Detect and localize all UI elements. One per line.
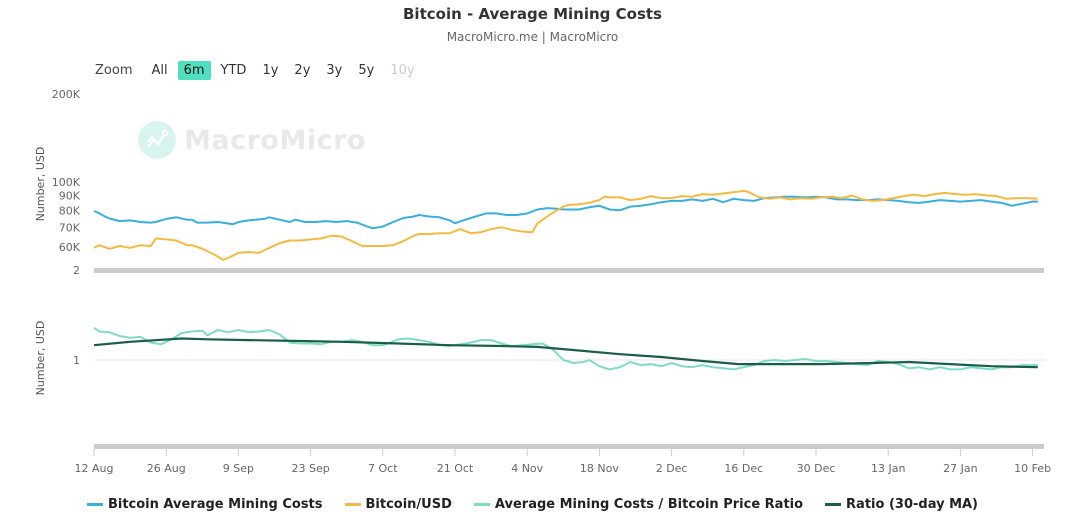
macromicro-logo-icon [138, 121, 176, 159]
x-tick-label: 13 Jan [871, 462, 905, 475]
y-tick-label: 60K [59, 241, 81, 254]
x-tick-label: 4 Nov [511, 462, 543, 475]
range-selector: Zoom All 6m YTD 1y 2y 3y 5y 10y [95, 59, 425, 81]
x-tick-label: 26 Aug [147, 462, 186, 475]
legend-swatch [825, 503, 842, 506]
y-tick-label: 90K [59, 189, 81, 202]
watermark: MacroMicro [138, 121, 366, 159]
navigator-label: 2 [73, 264, 80, 277]
y-tick-label: 100K [52, 176, 81, 189]
chart-title: Bitcoin - Average Mining Costs [403, 5, 662, 23]
x-tick-label: 16 Dec [724, 462, 763, 475]
series-line-bitcoin-usd[interactable] [93, 189, 1038, 261]
range-zoom-label: Zoom [95, 62, 133, 78]
legend-swatch [86, 503, 103, 506]
range-button-all[interactable]: All [151, 62, 168, 78]
x-tick-label: 12 Aug [75, 462, 114, 475]
pane-separator[interactable] [94, 268, 1044, 273]
x-tick-label: 10 Feb [1014, 462, 1051, 475]
x-tick-label: 30 Dec [797, 462, 836, 475]
x-tick-label: 23 Sep [291, 462, 329, 475]
bottom-y-axis-title: Number, USD [34, 321, 47, 396]
x-tick-label: 21 Oct [437, 462, 474, 475]
x-tick-label: 7 Oct [368, 462, 398, 475]
y-tick-label: 70K [59, 221, 81, 234]
range-button-6m[interactable]: 6m [177, 60, 211, 80]
range-button-5y[interactable]: 5y [358, 62, 375, 78]
x-axis-bar [94, 444, 1044, 449]
legend-label: Bitcoin Average Mining Costs [107, 497, 323, 512]
legend-swatch [473, 503, 490, 506]
legend-item-mining-costs[interactable]: Bitcoin Average Mining Costs [86, 497, 323, 512]
legend-label: Ratio (30-day MA) [846, 497, 979, 512]
top-y-axis-title: Number, USD [34, 147, 47, 222]
y-tick-label: 80K [59, 204, 81, 217]
series-line-bitcoin-average-mining-costs[interactable] [93, 195, 1038, 230]
range-button-2y[interactable]: 2y [294, 62, 311, 78]
series-line-ratio-30-day-ma[interactable] [93, 337, 1038, 369]
chart-subtitle: MacroMicro.me | MacroMicro [446, 30, 619, 44]
x-tick-label: 9 Sep [223, 462, 254, 475]
range-button-10y: 10y [390, 62, 415, 78]
legend: Bitcoin Average Mining Costs Bitcoin/USD… [0, 497, 1065, 512]
legend-label: Bitcoin/USD [365, 497, 452, 512]
legend-label: Average Mining Costs / Bitcoin Price Rat… [494, 497, 804, 512]
x-tick-label: 2 Dec [656, 462, 688, 475]
x-tick-label: 27 Jan [943, 462, 977, 475]
x-tick-label: 18 Nov [580, 462, 619, 475]
legend-item-ratio[interactable]: Average Mining Costs / Bitcoin Price Rat… [473, 497, 804, 512]
legend-swatch [344, 503, 361, 506]
y-tick-label: 200K [52, 88, 81, 101]
x-axis: 12 Aug 26 Aug 9 Sep 23 Sep 7 Oct 21 Oct 4 Nov 1… [75, 449, 1051, 475]
legend-item-bitcoin-usd[interactable]: Bitcoin/USD [344, 497, 452, 512]
range-button-3y[interactable]: 3y [326, 62, 343, 78]
range-button-ytd[interactable]: YTD [220, 62, 247, 78]
legend-item-ratio-ma[interactable]: Ratio (30-day MA) [825, 497, 978, 512]
range-button-1y[interactable]: 1y [262, 62, 279, 78]
y-tick-label: 1 [73, 354, 80, 367]
watermark-text: MacroMicro [184, 124, 366, 156]
bottom-y-axis: 1 [73, 354, 1044, 367]
